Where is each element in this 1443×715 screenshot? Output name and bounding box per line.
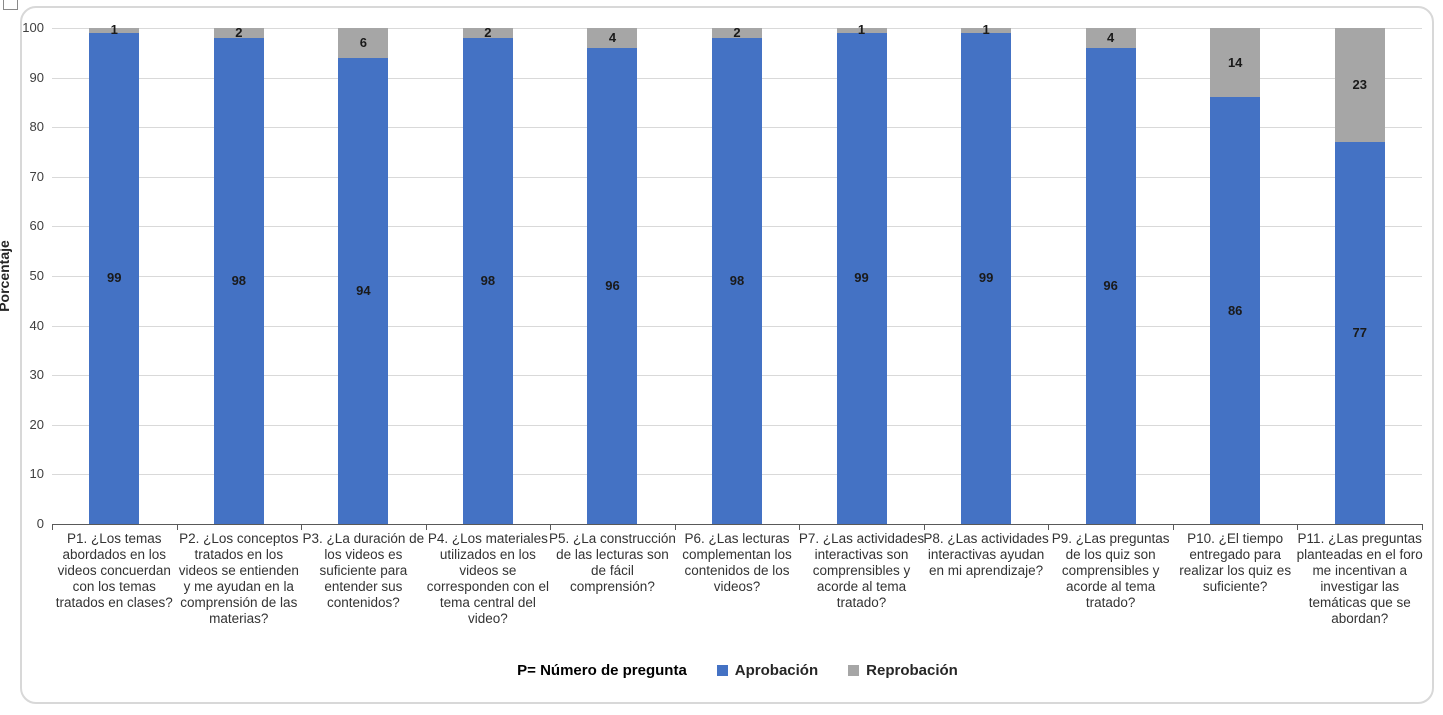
data-label-aprobación-p7: 99 — [854, 270, 869, 286]
y-tick-label-70: 70 — [29, 168, 44, 184]
x-axis-tick-9 — [1172, 525, 1174, 530]
x-label-p8: P8. ¿Las actividades interactivas ayudan… — [923, 531, 1049, 578]
x-label-p2: P2. ¿Los conceptos tratados en los video… — [178, 531, 299, 626]
y-tick-label-80: 80 — [29, 119, 44, 135]
bar-segment-reprobación-p5 — [587, 28, 638, 48]
x-axis-tick-10 — [1297, 525, 1299, 530]
bar-segment-aprobación-p4 — [462, 37, 513, 524]
y-tick-label-90: 90 — [29, 69, 44, 85]
data-label-aprobación-p3: 94 — [356, 282, 371, 298]
bar-segment-reprobación-p2 — [213, 28, 264, 38]
data-label-reprobación-p9: 4 — [1107, 29, 1115, 45]
bar-segment-aprobación-p2 — [213, 37, 264, 524]
data-label-reprobación-p4: 2 — [484, 24, 492, 40]
legend-label-aprobacion: Aprobación — [734, 662, 819, 679]
y-tick-label-10: 10 — [29, 466, 44, 482]
data-label-reprobación-p3: 6 — [359, 34, 367, 50]
bar-segment-reprobación-p9 — [1085, 28, 1136, 48]
x-label-p6: P6. ¿Las lecturas complementan los conte… — [682, 531, 792, 594]
bar-segment-aprobación-p3 — [338, 57, 389, 524]
data-label-aprobación-p5: 96 — [605, 277, 620, 293]
data-label-reprobación-p2: 2 — [235, 24, 243, 40]
reprobacion-swatch-icon — [848, 665, 860, 676]
legend-item-reprobacion: Reprobación — [848, 662, 958, 679]
data-label-aprobación-p9: 96 — [1103, 277, 1118, 293]
data-label-reprobación-p5: 4 — [608, 29, 617, 45]
x-axis-line — [52, 524, 1423, 525]
data-label-aprobación-p1: 99 — [107, 270, 122, 286]
bar-segment-reprobación-p6 — [712, 28, 762, 38]
bar-segment-reprobación-p4 — [462, 28, 513, 38]
data-label-aprobación-p11: 77 — [1352, 325, 1367, 341]
bar-segment-aprobación-p1 — [89, 32, 140, 524]
x-label-p9: P9. ¿Las preguntas de los quiz son compr… — [1051, 531, 1170, 610]
y-tick-label-50: 50 — [29, 268, 44, 283]
object-anchor-square — [3, 0, 18, 10]
x-axis-tick-0 — [52, 525, 53, 530]
y-tick-label-0: 0 — [36, 516, 44, 531]
data-label-reprobación-p7: 1 — [857, 22, 866, 38]
y-tick-label-100: 100 — [22, 20, 44, 35]
x-label-p10: P10. ¿El tiempo entregado para realizar … — [1179, 531, 1292, 594]
legend-item-aprobacion: Aprobación — [716, 662, 819, 679]
data-label-reprobación-p11: 23 — [1352, 77, 1367, 93]
bar-segment-reprobación-p7 — [836, 28, 887, 33]
x-label-p7: P7. ¿Las actividades interactivas son co… — [798, 531, 925, 610]
x-axis-tick-4 — [550, 525, 552, 530]
legend: P= Número de pregunta Aprobación Reproba… — [52, 662, 1423, 679]
x-axis-tick-2 — [301, 525, 303, 530]
bar-segment-aprobación-p6 — [712, 37, 762, 524]
x-label-p5: P5. ¿La construcción de las lecturas son… — [549, 531, 676, 594]
x-axis-tick-11 — [1422, 525, 1423, 530]
x-label-p4: P4. ¿Los materiales utilizados en los vi… — [426, 531, 550, 626]
bar-segment-aprobación-p9 — [1085, 47, 1136, 524]
aprobacion-swatch-icon — [716, 665, 728, 676]
y-tick-label-40: 40 — [29, 317, 44, 333]
legend-label-reprobacion: Reprobación — [866, 662, 958, 679]
bar-segment-reprobación-p1 — [89, 28, 140, 33]
x-axis-tick-1 — [176, 525, 178, 530]
data-label-reprobación-p6: 2 — [733, 24, 741, 40]
bar-segment-reprobación-p11 — [1334, 28, 1385, 143]
x-axis-tick-7 — [923, 525, 925, 530]
bar-segment-reprobación-p10 — [1210, 28, 1261, 98]
x-axis-tick-6 — [799, 525, 801, 530]
data-label-reprobación-p1: 1 — [110, 22, 118, 38]
data-label-aprobación-p2: 98 — [231, 272, 247, 288]
bar-segment-aprobación-p10 — [1210, 97, 1261, 524]
y-tick-label-20: 20 — [29, 416, 44, 432]
data-label-reprobación-p10: 14 — [1227, 54, 1243, 70]
data-label-aprobación-p6: 98 — [729, 272, 745, 288]
y-tick-label-60: 60 — [29, 218, 44, 234]
x-axis-tick-5 — [674, 525, 676, 530]
data-label-reprobación-p8: 1 — [982, 22, 990, 38]
bar-segment-reprobación-p8 — [961, 28, 1012, 33]
legend-note: P= Número de pregunta — [517, 662, 687, 679]
x-label-p1: P1. ¿Los temas abordados en los videos c… — [55, 531, 173, 610]
x-label-p3: P3. ¿La duración de los videos es sufici… — [302, 531, 425, 610]
data-label-aprobación-p8: 99 — [978, 270, 994, 286]
data-label-aprobación-p4: 98 — [480, 272, 496, 288]
bar-segment-reprobación-p3 — [338, 28, 389, 58]
x-label-p11: P11. ¿Las preguntas planteadas en el for… — [1296, 531, 1423, 626]
x-axis-tick-3 — [425, 525, 427, 530]
bar-segment-aprobación-p7 — [836, 32, 887, 524]
data-label-aprobación-p10: 86 — [1227, 302, 1243, 318]
y-tick-label-30: 30 — [29, 367, 44, 383]
bar-segment-aprobación-p8 — [961, 32, 1012, 524]
x-axis-tick-8 — [1048, 525, 1050, 530]
bar-segment-aprobación-p5 — [587, 47, 638, 524]
bar-segment-aprobación-p11 — [1334, 142, 1385, 524]
